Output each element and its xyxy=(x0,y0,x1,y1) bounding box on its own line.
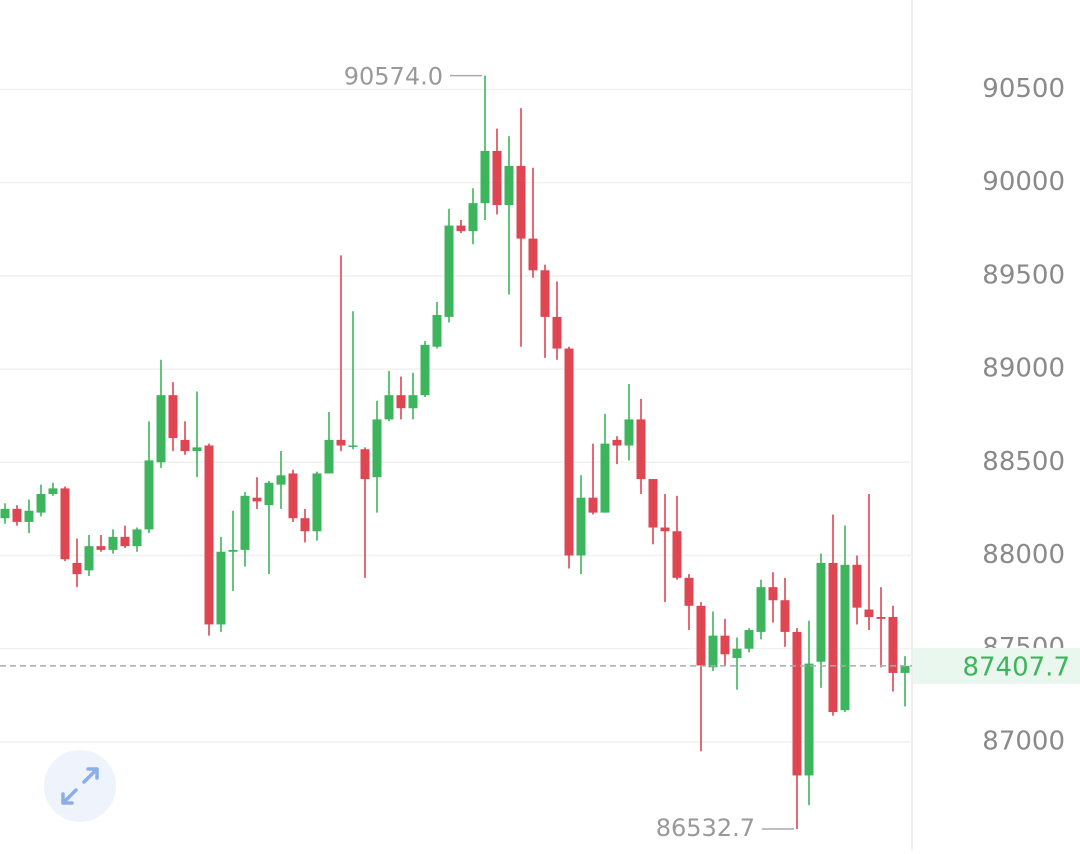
candle-body xyxy=(732,648,742,659)
candle-body xyxy=(348,445,358,448)
expand-icon[interactable] xyxy=(61,767,99,805)
candle-body xyxy=(12,508,22,522)
candle-body xyxy=(228,549,238,552)
candle-body xyxy=(900,665,910,673)
y-tick-label: 90000 xyxy=(982,167,1065,197)
candle-body xyxy=(384,395,394,420)
candle-body xyxy=(780,600,790,632)
y-tick-label: 87000 xyxy=(982,726,1065,756)
candle-body xyxy=(120,536,130,547)
candle-body xyxy=(552,316,562,349)
candle-body xyxy=(396,395,406,409)
candle-body xyxy=(636,419,646,480)
candle-body xyxy=(588,497,598,513)
candle-body xyxy=(744,630,754,649)
candle-body xyxy=(804,663,814,776)
candle-body xyxy=(852,564,862,608)
candle-body xyxy=(300,518,310,532)
candle-body xyxy=(312,473,322,532)
candle-body xyxy=(0,508,10,519)
candle-body xyxy=(216,551,226,625)
candle-body xyxy=(324,439,334,474)
candle-body xyxy=(288,473,298,519)
candle-body xyxy=(60,488,70,560)
candle-body xyxy=(456,225,466,232)
candle-body xyxy=(720,635,730,655)
candle-body xyxy=(504,165,514,206)
candle-body xyxy=(36,493,46,513)
candle-body xyxy=(864,609,874,617)
candle-body xyxy=(816,562,826,662)
candle-body xyxy=(768,587,778,601)
candle-body xyxy=(156,395,166,463)
candle-body xyxy=(888,616,898,673)
candle-body xyxy=(360,449,370,480)
candle-body xyxy=(432,315,442,347)
candle-body xyxy=(468,203,478,232)
candle-body xyxy=(72,562,82,575)
candle-body xyxy=(492,150,502,206)
y-tick-label: 90500 xyxy=(982,74,1065,104)
candle-body xyxy=(96,546,106,550)
candle-body xyxy=(84,546,94,571)
candle-body xyxy=(576,497,586,556)
candle-body xyxy=(660,527,670,532)
expand-button-bg[interactable] xyxy=(44,750,116,822)
last-price-label: 87407.7 xyxy=(962,652,1070,682)
candle-body xyxy=(408,395,418,409)
last-price-bg xyxy=(913,647,1080,684)
candle-body xyxy=(684,577,694,606)
candle-body xyxy=(624,419,634,446)
candle-body xyxy=(444,225,454,317)
expand-button[interactable] xyxy=(44,750,116,822)
candle-body xyxy=(612,439,622,446)
candle-body xyxy=(180,439,190,452)
candle-body xyxy=(420,344,430,396)
min-label: 86532.7 xyxy=(656,814,755,842)
candle-body xyxy=(264,482,274,506)
candle-body xyxy=(828,562,838,713)
candle-body xyxy=(756,587,766,632)
candle-body xyxy=(792,631,802,776)
candle-body xyxy=(132,529,142,547)
y-tick-label: 89500 xyxy=(982,260,1065,290)
max-label: 90574.0 xyxy=(344,63,443,91)
candle-body xyxy=(372,419,382,478)
candle-body xyxy=(540,270,550,317)
candle-body xyxy=(144,460,154,530)
candle-body xyxy=(528,238,538,271)
candle-body xyxy=(600,443,610,513)
candle-body xyxy=(48,488,58,494)
candle-body xyxy=(276,475,286,485)
candle-body xyxy=(24,510,34,522)
candle-body xyxy=(840,564,850,711)
candle-body xyxy=(480,150,490,204)
candle-body xyxy=(564,348,574,556)
y-tick-label: 88500 xyxy=(982,447,1065,477)
candle-body xyxy=(336,439,346,446)
candle-body xyxy=(108,536,118,550)
candle-body xyxy=(708,635,718,668)
candle-body xyxy=(252,497,262,502)
y-tick-label: 88000 xyxy=(982,540,1065,570)
candle-body xyxy=(876,616,886,619)
candle-body xyxy=(516,165,526,239)
candle-body xyxy=(696,605,706,666)
candle-body xyxy=(168,395,178,439)
candle-body xyxy=(672,531,682,578)
candle-body xyxy=(240,495,250,550)
y-tick-label: 89000 xyxy=(982,354,1065,384)
candle-body xyxy=(204,445,214,625)
candle-body xyxy=(648,479,658,528)
candle-body xyxy=(192,447,202,452)
